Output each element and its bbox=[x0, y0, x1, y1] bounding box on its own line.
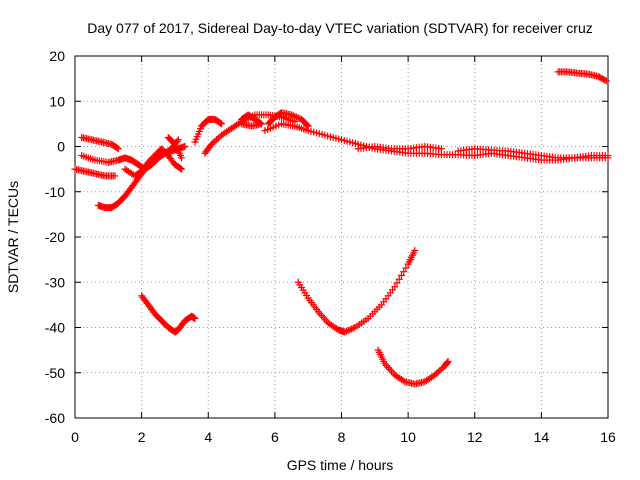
y-tick-label: -50 bbox=[45, 365, 65, 381]
data-point bbox=[347, 325, 355, 333]
data-point bbox=[391, 283, 399, 291]
x-axis-label: GPS time / hours bbox=[287, 457, 394, 473]
series-arc-g bbox=[191, 115, 226, 146]
y-tick-label: 10 bbox=[49, 93, 65, 109]
x-tick-label: 10 bbox=[400, 429, 416, 445]
chart-title: Day 077 of 2017, Sidereal Day-to-day VTE… bbox=[87, 20, 593, 36]
data-point bbox=[342, 327, 350, 335]
data-point bbox=[209, 139, 217, 147]
data-point bbox=[402, 264, 410, 272]
data-point bbox=[444, 357, 452, 365]
data-point bbox=[432, 370, 440, 378]
data-point bbox=[178, 165, 186, 173]
data-point bbox=[291, 112, 299, 120]
data-point bbox=[397, 271, 405, 279]
x-tick-label: 4 bbox=[204, 429, 212, 445]
series-arc-l bbox=[354, 143, 445, 153]
data-point bbox=[181, 143, 189, 150]
data-point bbox=[289, 112, 297, 120]
data-point bbox=[436, 366, 444, 374]
data-point bbox=[346, 326, 354, 334]
series-arc-q bbox=[294, 247, 419, 336]
x-tick-label: 2 bbox=[138, 429, 146, 445]
data-point bbox=[178, 154, 186, 162]
series-arc-b bbox=[71, 165, 119, 180]
data-point bbox=[114, 145, 122, 153]
data-point bbox=[437, 365, 445, 373]
data-point bbox=[602, 77, 610, 85]
y-tick-label: 20 bbox=[49, 48, 65, 64]
data-point bbox=[601, 76, 609, 84]
data-point bbox=[213, 136, 221, 144]
data-point bbox=[604, 152, 612, 160]
x-tick-label: 16 bbox=[600, 429, 616, 445]
series-arc-e bbox=[121, 145, 186, 180]
data-point bbox=[437, 145, 445, 153]
data-point bbox=[434, 368, 442, 376]
data-point bbox=[238, 120, 246, 128]
data-point bbox=[288, 111, 296, 119]
data-point bbox=[174, 136, 182, 144]
y-tick-label: -30 bbox=[45, 274, 65, 290]
x-tick-label: 8 bbox=[338, 429, 346, 445]
y-tick-label: 0 bbox=[57, 139, 65, 155]
series-arc-n bbox=[471, 149, 612, 164]
data-point bbox=[211, 137, 219, 145]
data-point bbox=[294, 114, 302, 122]
data-points bbox=[71, 68, 612, 388]
data-point bbox=[400, 268, 408, 276]
data-point bbox=[111, 172, 119, 180]
data-point bbox=[236, 119, 244, 127]
data-point bbox=[395, 275, 403, 283]
data-point bbox=[191, 314, 199, 322]
series-arc-o bbox=[554, 68, 610, 85]
data-point bbox=[113, 144, 121, 152]
data-point bbox=[208, 140, 216, 148]
data-point bbox=[431, 371, 439, 379]
data-point bbox=[399, 377, 407, 385]
axes: 0 2 4 6 8 10 12 14 16 -60 -50 -40 -30 -20 -10 0 10 20 bbox=[45, 48, 616, 445]
series-arc-f bbox=[164, 133, 186, 162]
y-tick-label: -10 bbox=[45, 184, 65, 200]
data-point bbox=[393, 279, 401, 287]
series-arc-p bbox=[138, 292, 199, 336]
y-tick-label: -20 bbox=[45, 229, 65, 245]
data-point bbox=[176, 164, 184, 172]
x-tick-label: 6 bbox=[271, 429, 279, 445]
data-point bbox=[344, 327, 352, 335]
data-point bbox=[293, 113, 301, 121]
data-point bbox=[303, 121, 311, 129]
series-arc-r bbox=[374, 346, 452, 388]
x-tick-label: 12 bbox=[467, 429, 483, 445]
grid bbox=[75, 56, 608, 418]
data-point bbox=[341, 328, 349, 336]
plot-frame bbox=[74, 55, 609, 419]
y-tick-label: -40 bbox=[45, 320, 65, 336]
series-arc-j bbox=[264, 109, 312, 130]
y-axis-label: SDTVAR / TECUs bbox=[5, 181, 21, 293]
series-arc-k bbox=[261, 120, 479, 160]
data-point bbox=[349, 324, 357, 332]
x-tick-label: 14 bbox=[534, 429, 550, 445]
series-arc-c bbox=[78, 133, 122, 153]
data-point bbox=[411, 247, 419, 255]
y-tick-label: -60 bbox=[45, 410, 65, 426]
data-point bbox=[216, 119, 224, 127]
x-tick-label: 0 bbox=[71, 429, 79, 445]
data-point bbox=[214, 134, 222, 142]
series-arc-i bbox=[238, 111, 266, 130]
data-point bbox=[218, 120, 226, 128]
